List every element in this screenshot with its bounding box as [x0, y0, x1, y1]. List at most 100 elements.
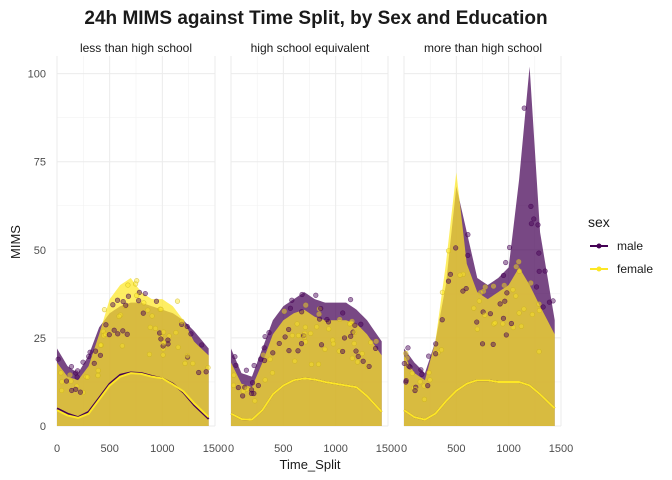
female-point	[445, 248, 452, 254]
female-point	[480, 288, 487, 294]
female-point	[190, 360, 196, 367]
female-point	[294, 321, 300, 327]
male-point	[77, 389, 83, 395]
male-point	[533, 284, 540, 290]
female-point	[403, 350, 409, 356]
strip-label-3: more than high school	[424, 41, 542, 55]
x-tick-label: 0	[401, 443, 407, 455]
female-point	[67, 372, 73, 378]
female-point	[364, 364, 371, 370]
female-point	[359, 351, 365, 357]
male-point	[299, 291, 305, 298]
female-point	[409, 370, 415, 376]
female-point	[516, 268, 523, 274]
male-point	[401, 360, 407, 367]
female-trend-line	[230, 377, 383, 421]
male-point	[318, 342, 325, 348]
male-point	[251, 362, 257, 369]
male-point	[325, 319, 332, 325]
male-point	[487, 311, 494, 317]
male-point	[165, 341, 171, 347]
female-point	[337, 316, 343, 323]
female-point	[368, 339, 374, 346]
male-point	[536, 250, 542, 256]
male-point	[123, 302, 129, 308]
male-point	[503, 332, 509, 338]
male-point	[497, 301, 503, 307]
male-point	[433, 341, 439, 347]
strip-label-2: high school equivalent	[251, 41, 370, 55]
female-point	[316, 311, 322, 317]
x-tick-label: 1500	[376, 443, 400, 455]
male-point	[353, 348, 359, 354]
legend-key-male	[590, 243, 608, 249]
female-point	[354, 359, 361, 365]
male-point	[403, 379, 409, 385]
male-point	[91, 360, 97, 366]
female-point	[244, 386, 250, 392]
x-tick-label: 1500	[203, 443, 227, 455]
female-point	[58, 370, 64, 376]
legend-title: sex	[588, 214, 610, 230]
legend-label-male: male	[617, 239, 643, 253]
male-point	[235, 384, 241, 391]
male-point	[316, 316, 323, 322]
male-point	[412, 387, 418, 394]
male-point	[352, 322, 358, 328]
female-point	[330, 341, 336, 347]
female-point	[435, 349, 441, 356]
female-point	[426, 369, 432, 376]
male-point	[536, 268, 542, 274]
female-point	[59, 379, 65, 385]
female-point	[231, 372, 237, 378]
male-point	[340, 348, 346, 355]
male-point	[433, 351, 439, 357]
female-point	[289, 332, 295, 339]
male-point	[366, 363, 372, 370]
female-point-cloud	[231, 309, 382, 426]
male-point	[140, 310, 146, 316]
male-point	[69, 387, 75, 394]
female-point	[471, 305, 477, 311]
female-point	[474, 326, 480, 332]
x-axis-ticks: 0 500 1000 1500 0 500 1000 1500 0 500 1000 1500	[54, 443, 573, 455]
female-point	[439, 289, 446, 295]
male-point	[504, 290, 510, 296]
male-point	[535, 222, 541, 228]
male-point	[405, 345, 411, 351]
male-point	[92, 348, 99, 354]
male-point	[120, 298, 126, 305]
female-point	[513, 264, 519, 270]
y-tick-label: 0	[40, 421, 46, 433]
male-point	[521, 105, 527, 111]
male-point	[243, 367, 249, 373]
female-point	[68, 378, 74, 384]
male-point	[286, 326, 292, 333]
male-point	[358, 321, 364, 327]
y-tick-label: 100	[28, 69, 46, 81]
male-point	[426, 353, 432, 359]
female-point	[421, 396, 427, 402]
female-point	[518, 323, 524, 329]
male-point	[348, 333, 354, 339]
male-point	[115, 331, 121, 337]
male-point	[340, 310, 346, 316]
female-point	[476, 298, 482, 304]
scatter-points	[230, 291, 379, 404]
female-point	[349, 318, 355, 324]
y-tick-label: 50	[34, 245, 46, 257]
x-tick-label: 1000	[496, 443, 520, 455]
male-point	[68, 363, 75, 370]
male-point	[55, 356, 61, 362]
male-point	[103, 322, 109, 328]
female-point	[230, 382, 237, 388]
y-axis-label: MIMS	[8, 225, 23, 259]
male-point	[490, 341, 496, 347]
male-point	[156, 330, 163, 336]
male-point	[110, 302, 116, 308]
female-point	[404, 355, 410, 361]
male-point	[425, 383, 431, 389]
male-point	[87, 349, 93, 355]
legend-point-male	[596, 243, 602, 249]
male-point	[508, 320, 515, 327]
